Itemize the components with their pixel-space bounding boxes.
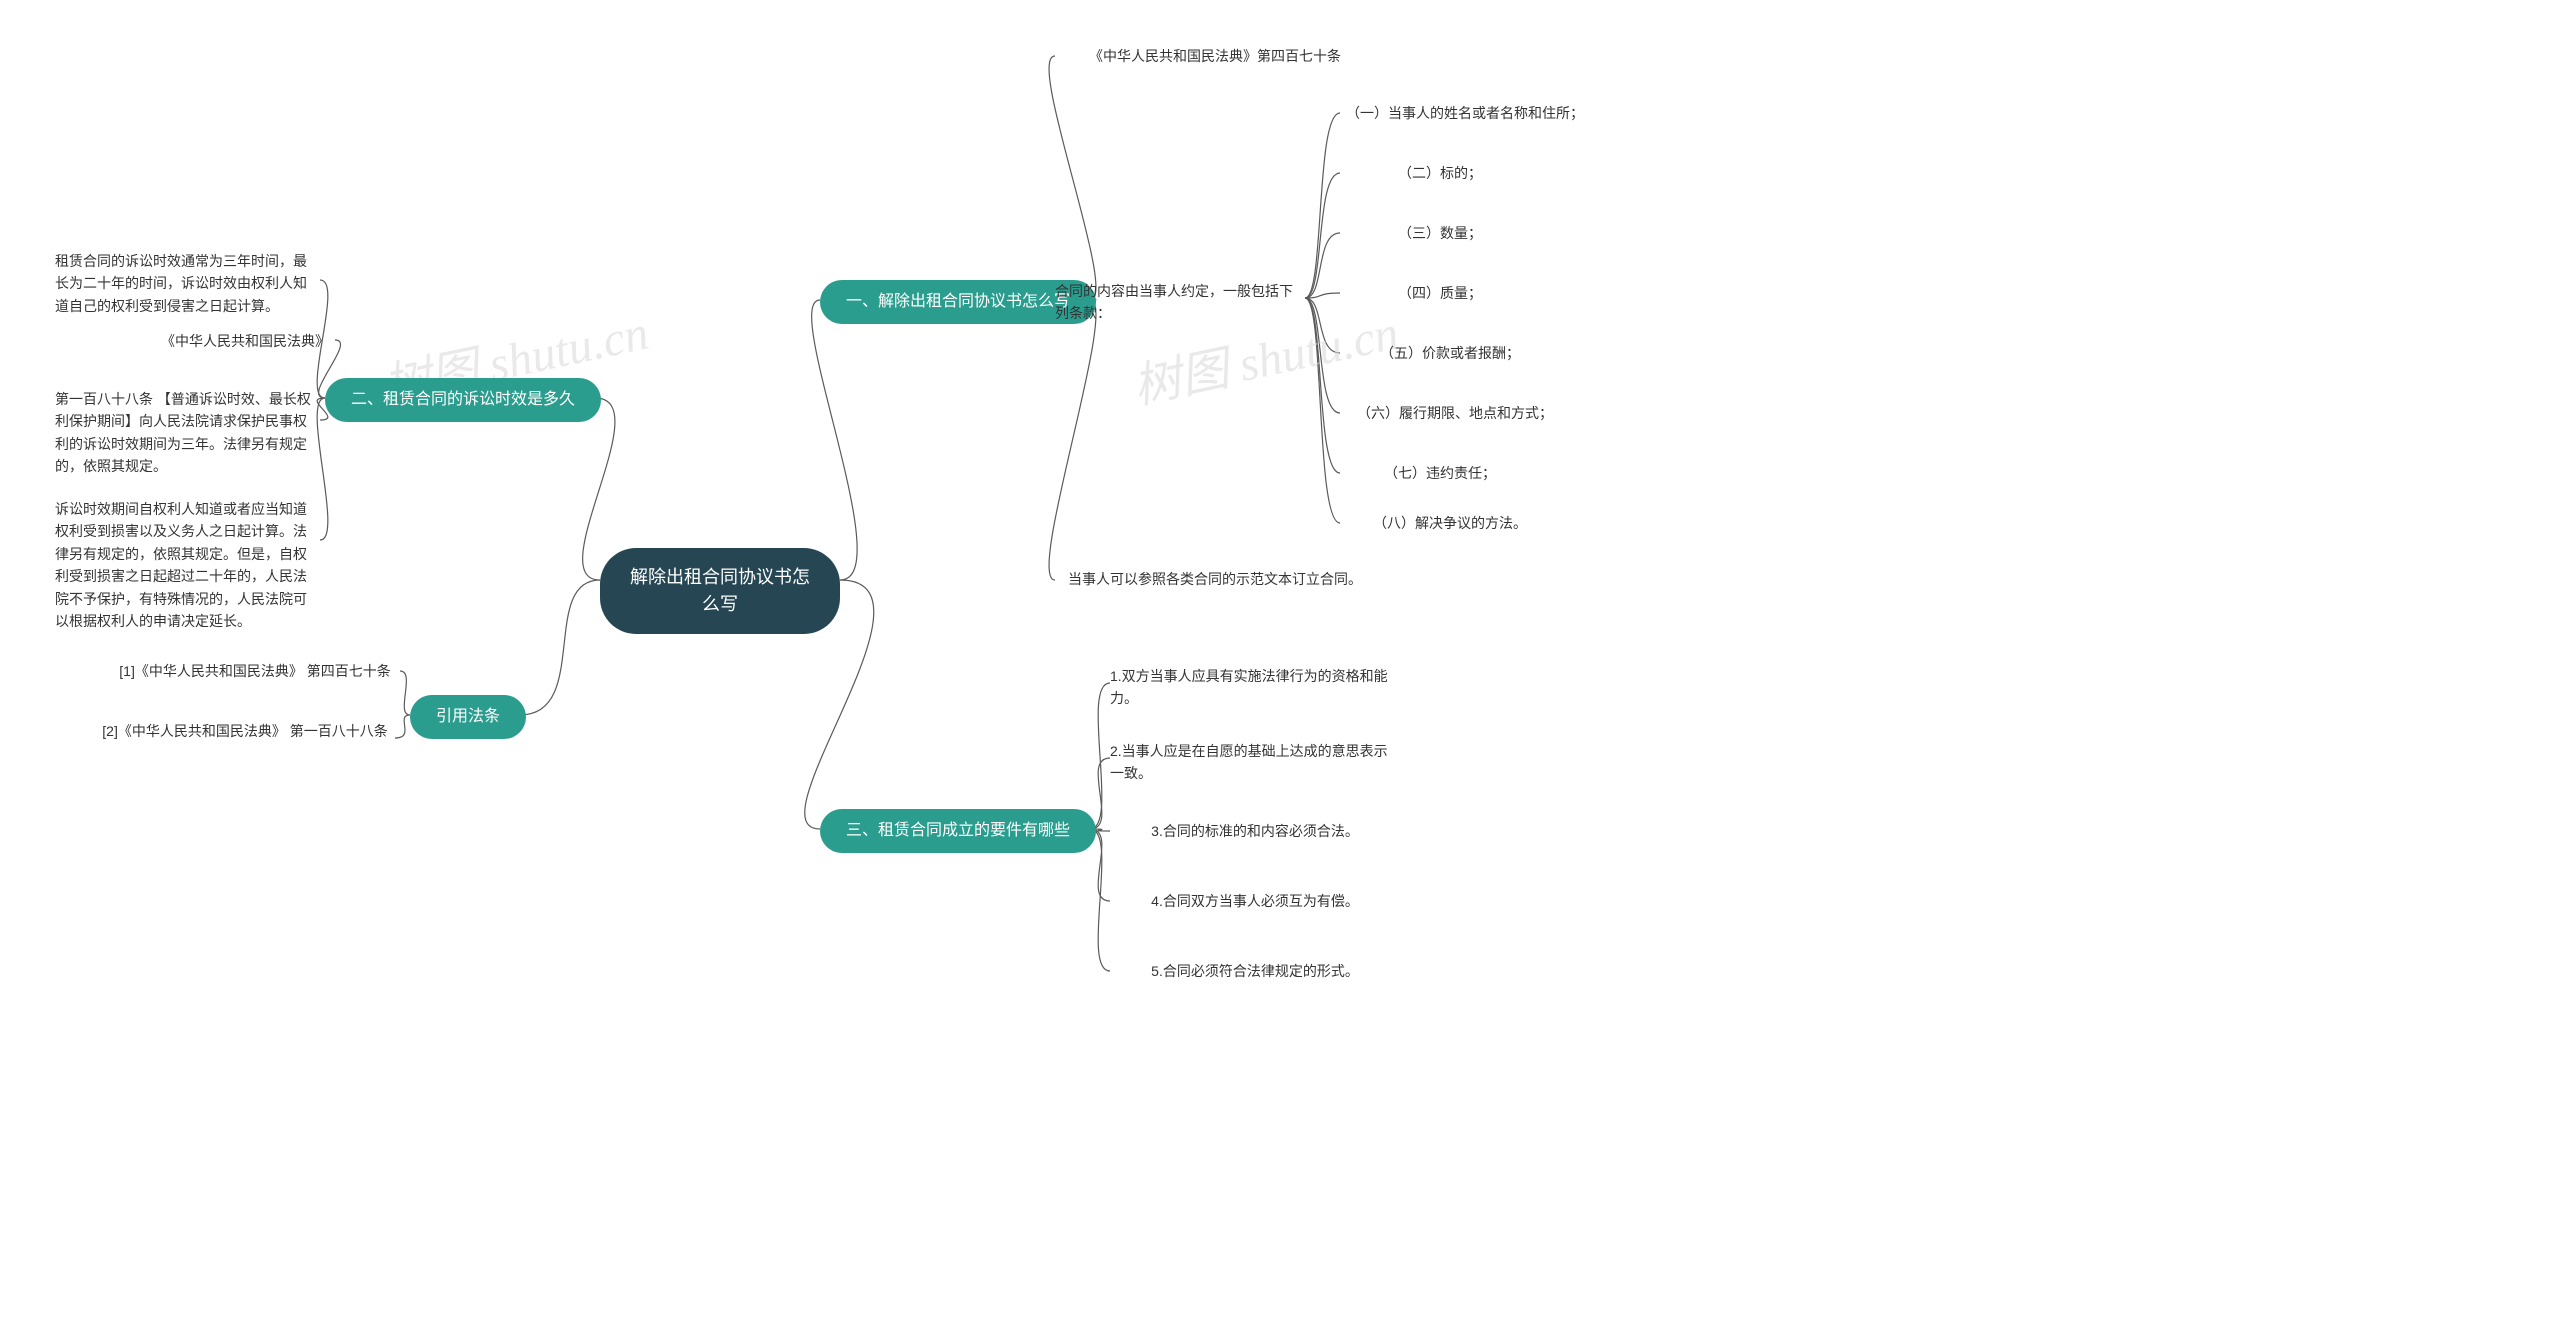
leaf-node: （五）价款或者报酬；	[1340, 342, 1560, 364]
leaf-node: 1.双方当事人应具有实施法律行为的资格和能力。	[1110, 665, 1400, 710]
leaf-node: （六）履行期限、地点和方式；	[1340, 402, 1570, 424]
leaf-node: （四）质量；	[1340, 282, 1540, 304]
leaf-node: [1]《中华人民共和国民法典》 第四百七十条	[110, 660, 400, 682]
leaf-node: （八）解决争议的方法。	[1340, 512, 1560, 534]
leaf-node: 当事人可以参照各类合同的示范文本订立合同。	[1055, 568, 1375, 590]
branch-node-4[interactable]: 引用法条	[410, 695, 526, 739]
leaf-node: 3.合同的标准的和内容必须合法。	[1110, 820, 1400, 842]
leaf-node: （一）当事人的姓名或者名称和住所；	[1340, 102, 1590, 124]
leaf-node: 5.合同必须符合法律规定的形式。	[1110, 960, 1400, 982]
leaf-node: 4.合同双方当事人必须互为有偿。	[1110, 890, 1400, 912]
branch-node-2[interactable]: 二、租赁合同的诉讼时效是多久	[325, 378, 601, 422]
root-node[interactable]: 解除出租合同协议书怎么写	[600, 548, 840, 634]
leaf-node: （三）数量；	[1340, 222, 1540, 244]
branch-node-3[interactable]: 三、租赁合同成立的要件有哪些	[820, 809, 1096, 853]
leaf-node: [2]《中华人民共和国民法典》 第一百八十八条	[95, 720, 395, 742]
leaf-node: （七）违约责任；	[1340, 462, 1540, 484]
leaf-node: 租赁合同的诉讼时效通常为三年时间，最长为二十年的时间，诉讼时效由权利人知道自己的…	[55, 250, 320, 317]
leaf-node: 2.当事人应是在自愿的基础上达成的意思表示一致。	[1110, 740, 1400, 785]
leaf-node: （二）标的；	[1340, 162, 1540, 184]
leaf-node: 诉讼时效期间自权利人知道或者应当知道权利受到损害以及义务人之日起计算。法律另有规…	[55, 498, 320, 632]
mindmap-canvas: 树图 shutu.cn 树图 shutu.cn 解除出租合同协议书怎么写 一、解…	[0, 0, 2560, 1344]
leaf-node: 《中华人民共和国民法典》	[155, 330, 335, 352]
leaf-node: 合同的内容由当事人约定，一般包括下列条款：	[1055, 280, 1305, 325]
leaf-node: 《中华人民共和国民法典》第四百七十条	[1055, 45, 1375, 67]
leaf-node: 第一百八十八条 【普通诉讼时效、最长权利保护期间】向人民法院请求保护民事权利的诉…	[55, 388, 320, 478]
